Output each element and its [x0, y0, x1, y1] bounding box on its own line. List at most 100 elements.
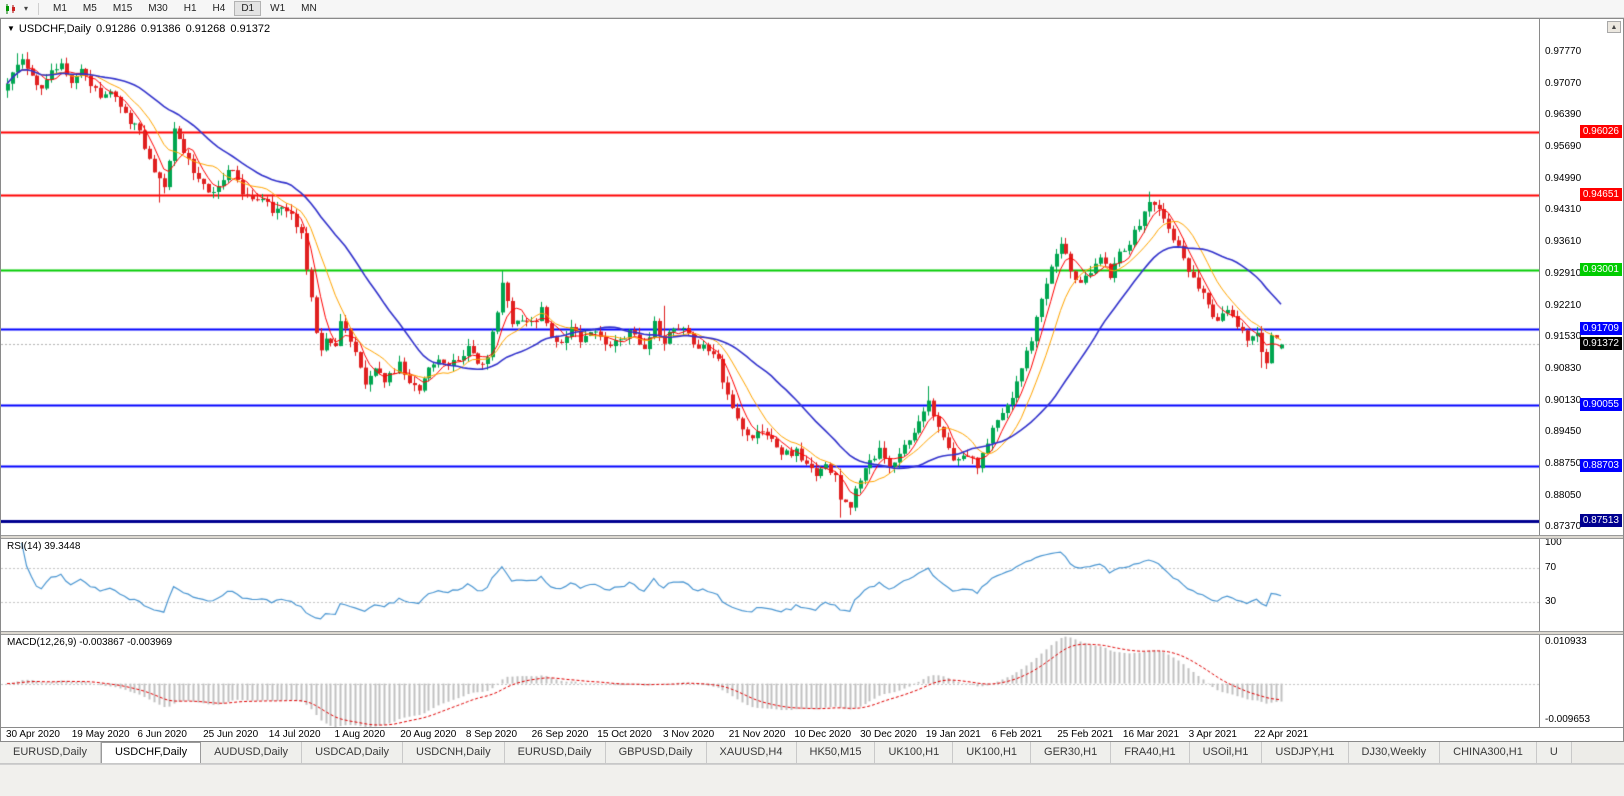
level-price-label: 0.90055 [1579, 397, 1622, 411]
chart-tab-china300-h1[interactable]: CHINA300,H1 [1440, 742, 1537, 763]
chart-tab-gbpusd-daily[interactable]: GBPUSD,Daily [605, 742, 707, 763]
price-axis-label: 0.94990 [1545, 173, 1582, 185]
chart-tab-hk50-m15[interactable]: HK50,M15 [796, 742, 876, 763]
date-label: 6 Feb 2021 [991, 729, 1043, 740]
chart-tab-eurusd-daily[interactable]: EURUSD,Daily [0, 742, 101, 763]
period-button-h4[interactable]: H4 [212, 3, 226, 14]
level-price-label: 0.94651 [1579, 187, 1622, 201]
chart-type-icon[interactable] [4, 2, 18, 16]
pane-separator[interactable] [1, 631, 1623, 635]
price-axis-label: 0.87370 [1545, 521, 1582, 533]
date-label: 25 Jun 2020 [203, 729, 259, 740]
level-price-label: 0.88703 [1579, 459, 1622, 473]
price-chart-canvas[interactable] [1, 19, 1539, 535]
collapse-triangle-icon[interactable]: ▼ [7, 24, 15, 33]
date-label: 30 Apr 2020 [6, 729, 60, 740]
date-label: 26 Sep 2020 [531, 729, 589, 740]
date-label: 16 Mar 2021 [1122, 729, 1180, 740]
date-label: 25 Feb 2021 [1057, 729, 1114, 740]
price-axis-label: 0.90830 [1545, 363, 1582, 375]
price-axis-label: 0.95690 [1545, 141, 1582, 153]
date-label: 3 Nov 2020 [663, 729, 715, 740]
chart-tabs-bar: EURUSD,Daily USDCHF,Daily AUDUSD,Daily USDC… [0, 742, 1624, 764]
period-button-mn[interactable]: MN [301, 3, 317, 14]
chart-tab-usoil-h1[interactable]: USOil,H1 [1189, 742, 1263, 763]
chart-tab-audusd-daily[interactable]: AUDUSD,Daily [201, 742, 303, 763]
pane-separator[interactable] [1, 535, 1623, 539]
price-axis-label: 0.91530 [1545, 331, 1582, 343]
macd-axis-label: -0.009653 [1545, 714, 1591, 725]
last-price-label: 0.91372 [1579, 337, 1622, 351]
date-label: 22 Apr 2021 [1254, 729, 1309, 740]
ohlc-open: 0.91286 [96, 23, 136, 35]
chart-tab-usdcad-daily[interactable]: USDCAD,Daily [302, 742, 404, 763]
chart-scroll-up-button[interactable]: ▲ [1607, 21, 1621, 33]
date-label: 6 Jun 2020 [137, 729, 187, 740]
period-button-m30[interactable]: M30 [148, 3, 168, 14]
chart-tab-fra40-h1[interactable]: FRA40,H1 [1111, 742, 1190, 763]
chart-tab-dj30-weekly[interactable]: DJ30,Weekly [1348, 742, 1441, 763]
chart-tab-ger30-h1[interactable]: GER30,H1 [1031, 742, 1112, 763]
date-label: 14 Jul 2020 [268, 729, 321, 740]
level-price-label: 0.93001 [1579, 263, 1622, 277]
rsi-canvas[interactable] [1, 539, 1539, 631]
level-price-label: 0.91709 [1579, 322, 1622, 336]
date-label: 10 Dec 2020 [794, 729, 852, 740]
date-label: 30 Dec 2020 [860, 729, 917, 740]
chart-tab-uk100-h1[interactable]: UK100,H1 [875, 742, 954, 763]
rsi-axis-label: 30 [1545, 595, 1557, 607]
price-axis-label: 0.97770 [1545, 46, 1582, 58]
period-button-m1[interactable]: M1 [53, 3, 67, 14]
chart-tab-usdcnh-daily[interactable]: USDCNH,Daily [403, 742, 505, 763]
toolbar-separator [38, 2, 40, 15]
status-bar [0, 764, 1624, 796]
period-button-m5[interactable]: M5 [82, 3, 97, 14]
rsi-axis-label: 70 [1545, 562, 1557, 574]
macd-label: MACD(12,26,9) -0.003867 -0.003969 [7, 637, 173, 648]
chart-tab-eurusd-daily[interactable]: EURUSD,Daily [504, 742, 606, 763]
date-label: 3 Apr 2021 [1188, 729, 1237, 740]
macd-axis-label: 0.010933 [1545, 636, 1587, 647]
chart-tab-usdchf-daily[interactable]: USDCHF,Daily [100, 742, 202, 763]
chart-symbol-label: USDCHF,Daily [18, 23, 92, 35]
price-axis-label: 0.90130 [1545, 395, 1582, 407]
date-label: 8 Sep 2020 [465, 729, 518, 740]
price-axis-label: 0.88750 [1545, 458, 1582, 470]
macd-canvas[interactable] [1, 635, 1539, 727]
chart-tab-u[interactable]: U [1536, 742, 1572, 763]
price-axis[interactable]: 0.97770 0.97070 0.96390 0.95690 0.94990 0.943… [1539, 19, 1623, 727]
date-label: 19 Jan 2021 [925, 729, 981, 740]
price-axis-label: 0.94310 [1545, 204, 1582, 216]
date-label: 15 Oct 2020 [597, 729, 652, 740]
period-button-w1[interactable]: W1 [270, 3, 286, 14]
chart-tab-xauusd-h4[interactable]: XAUUSD,H4 [706, 742, 797, 763]
chart-tab-usdjpy-h1[interactable]: USDJPY,H1 [1262, 742, 1349, 763]
period-button-d1[interactable]: D1 [234, 1, 262, 16]
rsi-label: RSI(14) 39.3448 [7, 541, 81, 552]
timeframe-buttons: M1 M5 M15 M30 H1 H4 D1 W1 MN [46, 1, 324, 16]
date-label: 19 May 2020 [71, 729, 130, 740]
price-axis-label: 0.97070 [1545, 78, 1582, 90]
timeframe-toolbar: ▾ M1 M5 M15 M30 H1 H4 D1 W1 MN [0, 0, 1624, 18]
chart-window: ▼ USDCHF,Daily 0.91286 0.91386 0.91268 0.9137… [0, 18, 1624, 742]
chart-title: ▼ USDCHF,Daily 0.91286 0.91386 0.91268 0.9137… [7, 23, 275, 35]
period-button-h1[interactable]: H1 [183, 3, 197, 14]
period-button-m15[interactable]: M15 [112, 3, 133, 14]
level-price-label: 0.87513 [1579, 513, 1622, 527]
date-label: 21 Nov 2020 [728, 729, 786, 740]
price-axis-label: 0.92910 [1545, 268, 1582, 280]
date-label: 20 Aug 2020 [400, 729, 457, 740]
chart-tab-uk100-h1[interactable]: UK100,H1 [953, 742, 1032, 763]
date-axis[interactable]: 30 Apr 2020 19 May 2020 6 Jun 2020 25 Jun 2… [1, 727, 1623, 741]
rsi-axis-label: 100 [1545, 537, 1562, 548]
price-axis-label: 0.89450 [1545, 426, 1582, 438]
price-axis-label: 0.96390 [1545, 109, 1582, 121]
date-label: 1 Aug 2020 [334, 729, 386, 740]
price-axis-label: 0.88050 [1545, 490, 1582, 502]
ohlc-low: 0.91268 [185, 23, 226, 35]
ohlc-high: 0.91386 [140, 23, 181, 35]
level-price-label: 0.96026 [1579, 124, 1622, 138]
chart-type-dropdown-arrow[interactable]: ▾ [24, 4, 29, 13]
price-axis-label: 0.93610 [1545, 236, 1582, 248]
ohlc-close: 0.91372 [230, 23, 271, 35]
